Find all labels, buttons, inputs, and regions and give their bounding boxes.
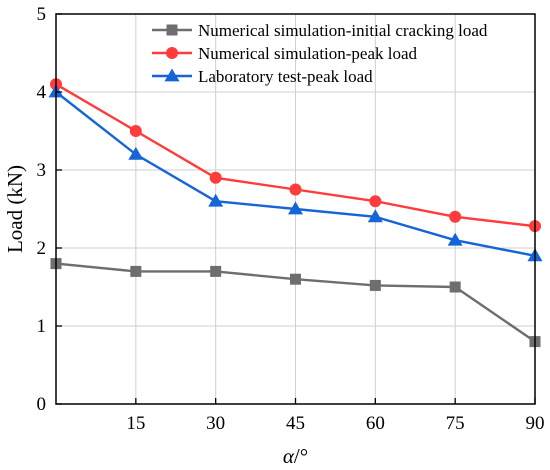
- legend-label: Numerical simulation-peak load: [198, 44, 418, 63]
- x-axis-title-unit: /°: [294, 444, 308, 468]
- x-tick-label: 75: [446, 413, 465, 434]
- data-point: [289, 183, 302, 196]
- data-point: [208, 193, 224, 207]
- x-tick-label: 45: [286, 413, 305, 434]
- data-point: [449, 281, 461, 293]
- legend-label: Numerical simulation-initial cracking lo…: [198, 21, 488, 40]
- x-tick-label: 90: [526, 413, 545, 434]
- x-tick-label: 15: [126, 413, 145, 434]
- data-point: [209, 171, 222, 184]
- legend-marker: [166, 47, 178, 59]
- data-point: [128, 146, 144, 160]
- x-tick-label: 30: [206, 413, 225, 434]
- y-tick-label: 1: [37, 316, 47, 337]
- data-point: [129, 125, 142, 137]
- data-point: [288, 201, 303, 215]
- legend: Numerical simulation-initial cracking lo…: [152, 21, 488, 86]
- data-point: [449, 210, 462, 223]
- y-axis-title: Load (kN): [3, 165, 27, 253]
- data-point: [447, 232, 463, 246]
- grid: [56, 14, 535, 404]
- data-point: [369, 279, 381, 291]
- legend-marker: [166, 24, 178, 36]
- x-axis-title-symbol: α: [283, 444, 295, 468]
- data-point: [210, 265, 222, 277]
- y-tick-label: 2: [37, 238, 47, 259]
- y-tick-label: 0: [37, 394, 47, 415]
- x-axis-title: α/°: [283, 444, 308, 468]
- data-point: [130, 265, 142, 277]
- y-tick-label: 4: [37, 82, 47, 103]
- x-tick-label: 60: [366, 413, 385, 434]
- legend-item: Numerical simulation-peak load: [152, 44, 418, 63]
- y-tick-label: 3: [37, 160, 47, 181]
- y-tick-label: 5: [37, 4, 47, 25]
- data-point: [367, 209, 383, 223]
- data-point: [290, 273, 301, 285]
- data-point: [369, 195, 382, 208]
- legend-item: Numerical simulation-initial cracking lo…: [152, 21, 488, 40]
- legend-label: Laboratory test-peak load: [198, 67, 373, 86]
- legend-item: Laboratory test-peak load: [152, 67, 373, 86]
- legend-marker: [164, 68, 180, 82]
